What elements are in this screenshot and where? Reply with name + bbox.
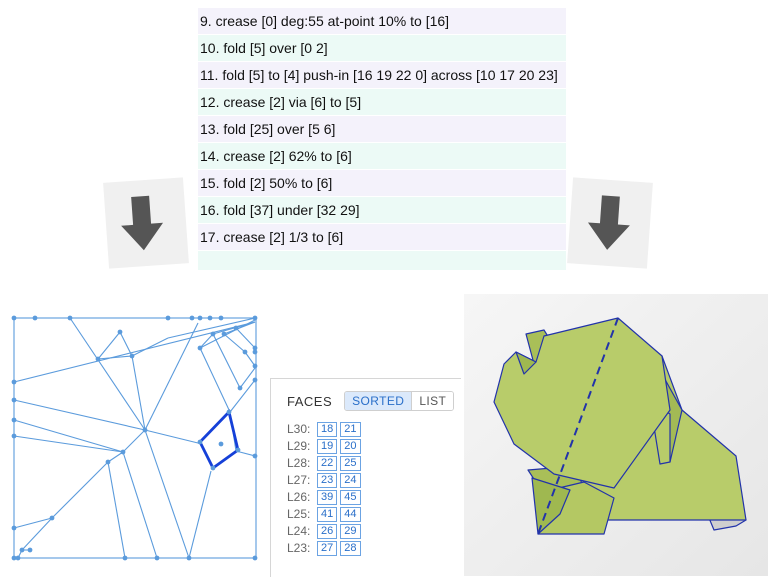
layer-row: L27: 23 24: [287, 472, 364, 488]
layer-row: L24: 26 29: [287, 523, 364, 539]
face-chip[interactable]: 25: [340, 455, 361, 471]
faces-panel: FACES SORTED LIST L30: 18 21 L29: 19 20 L28: 22…: [270, 378, 461, 577]
step-row[interactable]: 16. fold [37] under [32 29]: [198, 197, 566, 224]
step-row[interactable]: 12. crease [2] via [6] to [5]: [198, 89, 566, 116]
face-chip[interactable]: 19: [317, 438, 338, 454]
layer-row: L23: 27 28: [287, 540, 364, 556]
layer-label: L29:: [287, 439, 311, 453]
instruction-steps-list: 9. crease [0] deg:55 at-point 10% to [16…: [198, 8, 566, 270]
step-row[interactable]: 17. crease [2] 1/3 to [6]: [198, 224, 566, 251]
layer-label: L30:: [287, 422, 311, 436]
face-chip[interactable]: 18: [317, 421, 338, 437]
face-chip[interactable]: 27: [317, 540, 338, 556]
arrow-down-icon: [121, 195, 164, 251]
layer-row: L26: 39 45: [287, 489, 364, 505]
faces-title: FACES: [287, 393, 333, 409]
step-row[interactable]: 11. fold [5] to [4] push-in [16 19 22 0]…: [198, 62, 566, 89]
step-row[interactable]: 14. crease [2] 62% to [6]: [198, 143, 566, 170]
face-chip[interactable]: 41: [317, 506, 338, 522]
faces-view-toggle: SORTED LIST: [344, 391, 455, 411]
layer-label: L27:: [287, 473, 311, 487]
face-chip[interactable]: 29: [340, 523, 361, 539]
previous-step-button[interactable]: [103, 177, 189, 269]
step-row[interactable]: 15. fold [2] 50% to [6]: [198, 170, 566, 197]
face-chip[interactable]: 22: [317, 455, 338, 471]
selected-face-outline: [198, 409, 240, 471]
face-chip[interactable]: 20: [340, 438, 361, 454]
layer-row: L25: 41 44: [287, 506, 364, 522]
tab-sorted[interactable]: SORTED: [345, 392, 412, 410]
layer-list: L30: 18 21 L29: 19 20 L28: 22 25 L27: 23 24 L26: 39 45…: [287, 421, 364, 557]
face-chip[interactable]: 45: [340, 489, 361, 505]
face-chip[interactable]: 24: [340, 472, 361, 488]
face-chip[interactable]: 44: [340, 506, 361, 522]
layer-label: L26:: [287, 490, 311, 504]
step-row[interactable]: 9. crease [0] deg:55 at-point 10% to [16…: [198, 8, 566, 35]
layer-label: L25:: [287, 507, 311, 521]
face-chip[interactable]: 21: [340, 421, 361, 437]
face-chip[interactable]: 23: [317, 472, 338, 488]
step-row[interactable]: 10. fold [5] over [0 2]: [198, 35, 566, 62]
layer-label: L23:: [287, 541, 311, 555]
layer-label: L28:: [287, 456, 311, 470]
layer-row: L28: 22 25: [287, 455, 364, 471]
face-chip[interactable]: 39: [317, 489, 338, 505]
crease-pattern-canvas[interactable]: [0, 308, 270, 576]
face-chip[interactable]: 28: [340, 540, 361, 556]
layer-label: L24:: [287, 524, 311, 538]
arrow-down-icon: [587, 195, 630, 250]
tab-list[interactable]: LIST: [411, 392, 454, 410]
layer-row: L29: 19 20: [287, 438, 364, 454]
face-chip[interactable]: 26: [317, 523, 338, 539]
next-step-button[interactable]: [567, 177, 653, 269]
step-row[interactable]: 13. fold [25] over [5 6]: [198, 116, 566, 143]
step-row[interactable]: [198, 251, 566, 270]
folded-model-view[interactable]: [464, 294, 768, 576]
layer-row: L30: 18 21: [287, 421, 364, 437]
